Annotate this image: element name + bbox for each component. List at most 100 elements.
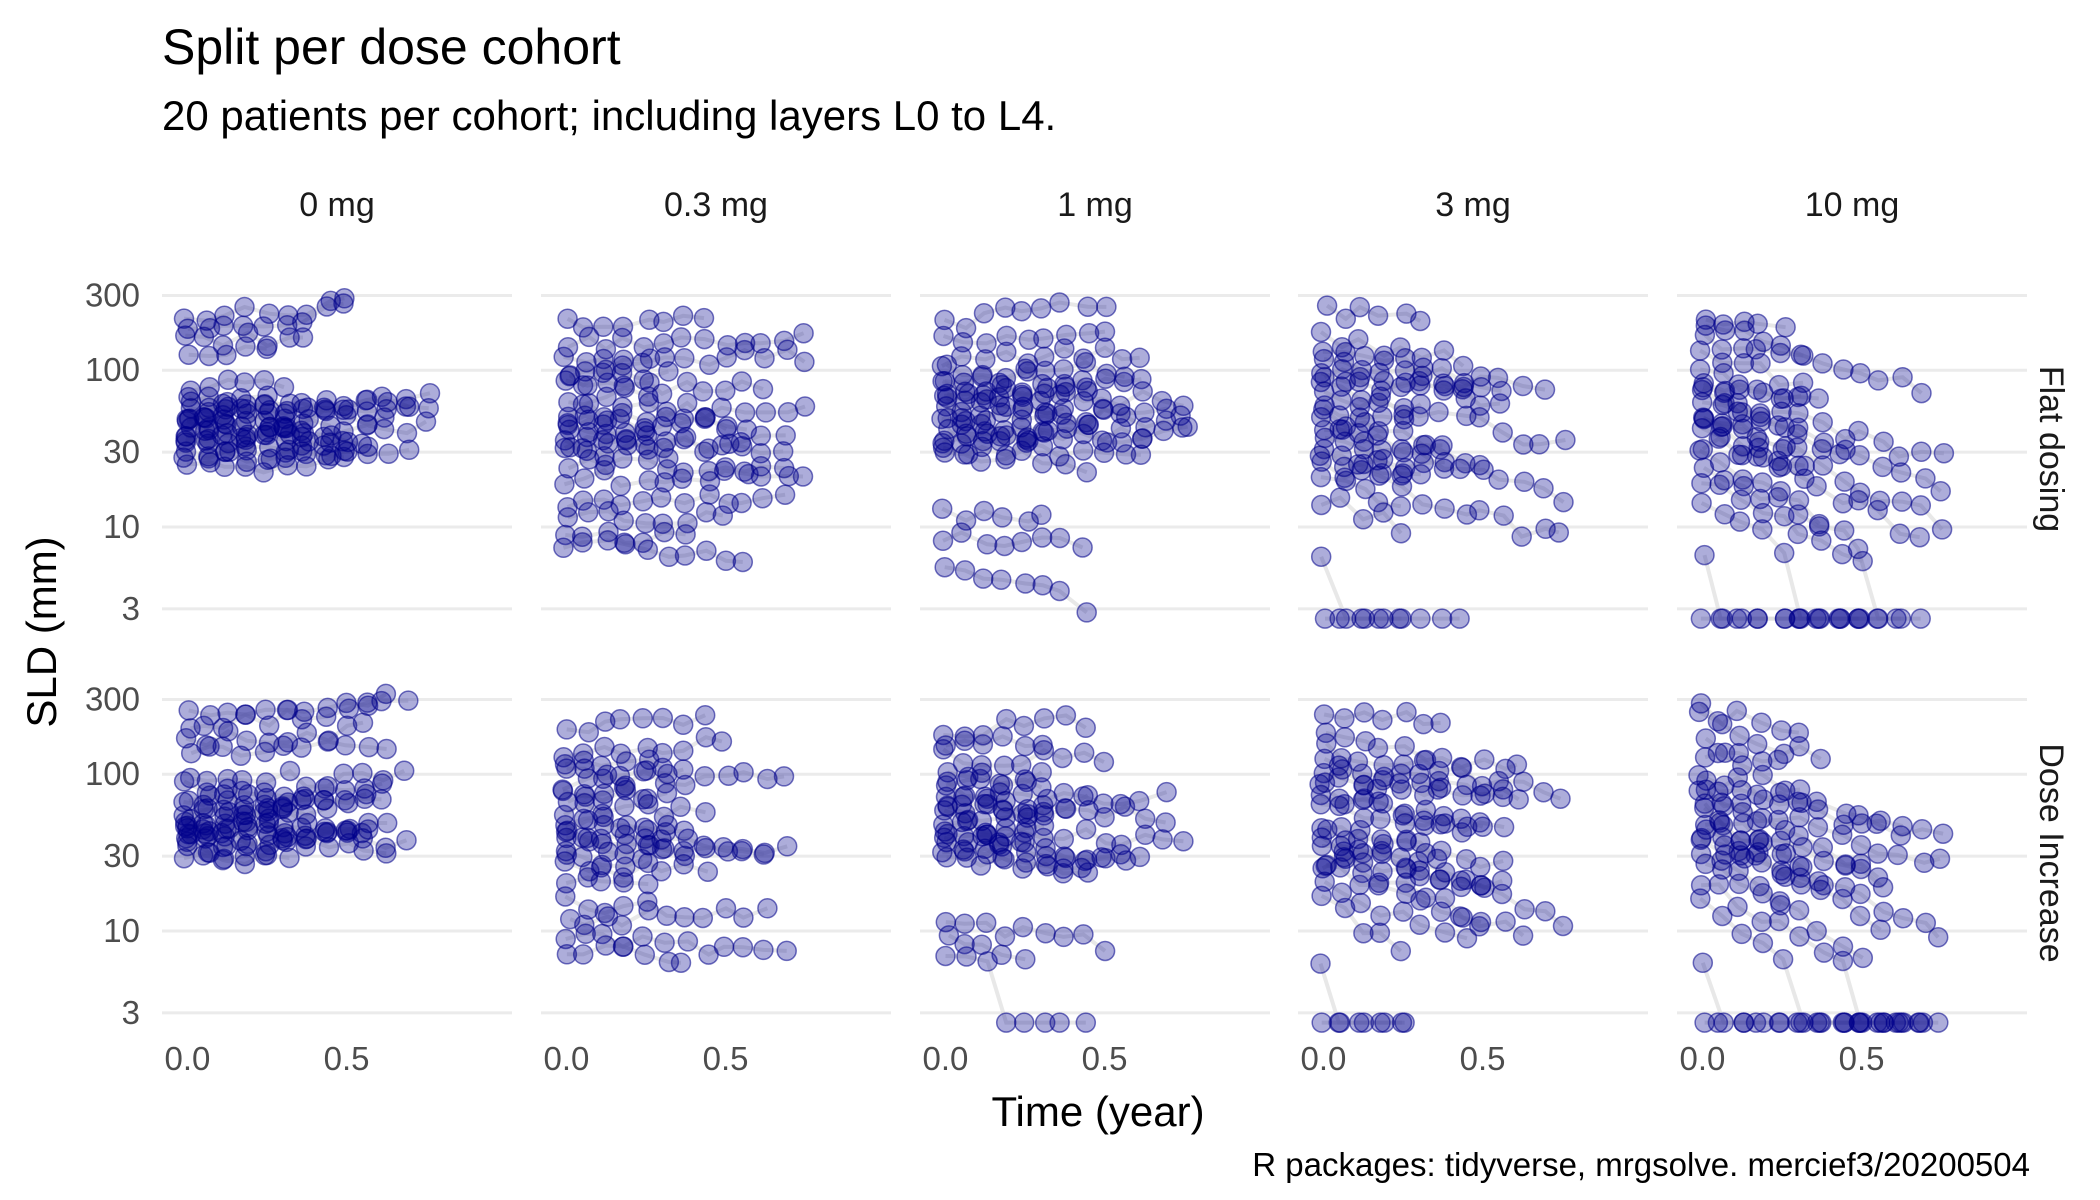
sld-data-point [1014, 735, 1036, 757]
sld-data-point [651, 415, 673, 437]
sld-data-point [733, 907, 754, 928]
sld-data-point [1931, 519, 1953, 540]
sld-data-point [1374, 1012, 1395, 1033]
sld-data-point [1930, 481, 1951, 502]
sld-data-point [1355, 731, 1376, 752]
sld-data-point [1349, 1012, 1370, 1033]
sld-data-point [718, 765, 739, 786]
sld-data-point [1751, 712, 1772, 734]
sld-data-point [1311, 827, 1333, 848]
sld-data-point [715, 550, 737, 572]
sld-data-point [1092, 398, 1114, 420]
patient-trajectory [1320, 459, 1560, 539]
sld-data-point [1072, 440, 1094, 461]
sld-data-point [1813, 942, 1835, 963]
sld-data-point [1373, 502, 1394, 523]
sld-data-point [1767, 487, 1789, 508]
sld-data-point [1017, 361, 1038, 382]
patient-trajectory [564, 757, 664, 770]
sld-data-point [652, 707, 674, 729]
sld-data-point [637, 386, 659, 407]
sld-data-point [1135, 824, 1156, 846]
sld-data-point [1750, 353, 1771, 374]
sld-data-point [1410, 393, 1431, 415]
sld-data-point [1111, 348, 1133, 370]
sld-data-point [1389, 773, 1410, 794]
sld-data-point [1488, 469, 1509, 490]
sld-data-point [234, 296, 255, 318]
sld-data-point [291, 441, 313, 462]
sld-data-point [696, 540, 717, 561]
sld-data-point [1932, 823, 1954, 844]
sld-data-point [557, 414, 579, 436]
sld-data-point [254, 845, 276, 866]
sld-data-point [1890, 462, 1912, 483]
sld-data-point [1031, 762, 1052, 783]
sld-data-point [1310, 794, 1332, 815]
sld-data-point [777, 402, 799, 423]
sld-data-point [1334, 727, 1356, 748]
sld-data-point [730, 431, 752, 453]
x-tick-label: 0.5 [703, 1040, 749, 1077]
sld-data-point [1078, 322, 1100, 344]
sld-data-point [1031, 777, 1052, 798]
sld-data-point [1752, 883, 1773, 904]
patient-trajectory [566, 943, 682, 965]
sld-data-point [977, 951, 998, 972]
sld-data-point [1748, 431, 1770, 452]
x-tick-label: 0.0 [923, 1040, 969, 1077]
sld-data-point [1449, 608, 1470, 629]
sld-data-point [1775, 316, 1796, 338]
sld-data-point [1829, 608, 1851, 629]
sld-data-point [1831, 543, 1853, 565]
sld-data-point [752, 487, 773, 509]
sld-data-point [1113, 371, 1135, 393]
sld-data-point [574, 793, 595, 814]
sld-data-point [750, 425, 772, 446]
sld-data-point [1887, 844, 1908, 866]
sld-data-point [1890, 825, 1912, 846]
sld-data-point [1391, 465, 1412, 486]
sld-data-point [1469, 812, 1491, 833]
sld-data-point [1334, 708, 1355, 729]
sld-data-point [754, 347, 775, 369]
sld-data-point [376, 738, 397, 760]
sld-data-point [1053, 828, 1075, 850]
sld-data-point [1474, 877, 1495, 899]
facet-column-label: 0 mg [299, 186, 375, 224]
sld-data-point [1410, 890, 1431, 911]
sld-data-point [1091, 847, 1112, 868]
patient-trajectory [189, 404, 429, 421]
sld-data-point [1768, 809, 1789, 831]
sld-data-point [1316, 295, 1338, 316]
sld-data-point [1313, 438, 1335, 460]
sld-data-point [1689, 340, 1711, 361]
sld-data-point [1132, 381, 1153, 402]
sld-data-point [1873, 901, 1894, 923]
sld-data-point [1707, 1012, 1729, 1033]
patient-trajectory [185, 836, 387, 856]
sld-data-point [699, 354, 720, 376]
sld-data-point [1728, 873, 1750, 895]
sld-data-point [1771, 720, 1792, 741]
sld-data-point [1077, 296, 1099, 317]
sld-data-point [1489, 393, 1511, 414]
sld-data-point [1749, 403, 1771, 424]
sld-data-point [753, 844, 775, 865]
sld-data-point [1731, 608, 1753, 629]
sld-data-point [1052, 747, 1073, 769]
sld-data-point [775, 425, 796, 446]
sld-data-point [1714, 320, 1736, 341]
sld-data-point [1712, 905, 1733, 927]
sld-data-point [1747, 608, 1769, 629]
sld-data-point [1493, 816, 1515, 838]
sld-data-point [1334, 897, 1356, 919]
sld-data-point [235, 336, 256, 357]
sld-data-point [1134, 402, 1155, 423]
sld-data-point [1712, 394, 1734, 416]
sld-data-point [1513, 771, 1534, 792]
sld-data-point [752, 378, 774, 400]
sld-data-point [1130, 444, 1152, 465]
sld-data-point [970, 768, 991, 790]
sld-data-point [1834, 471, 1855, 492]
